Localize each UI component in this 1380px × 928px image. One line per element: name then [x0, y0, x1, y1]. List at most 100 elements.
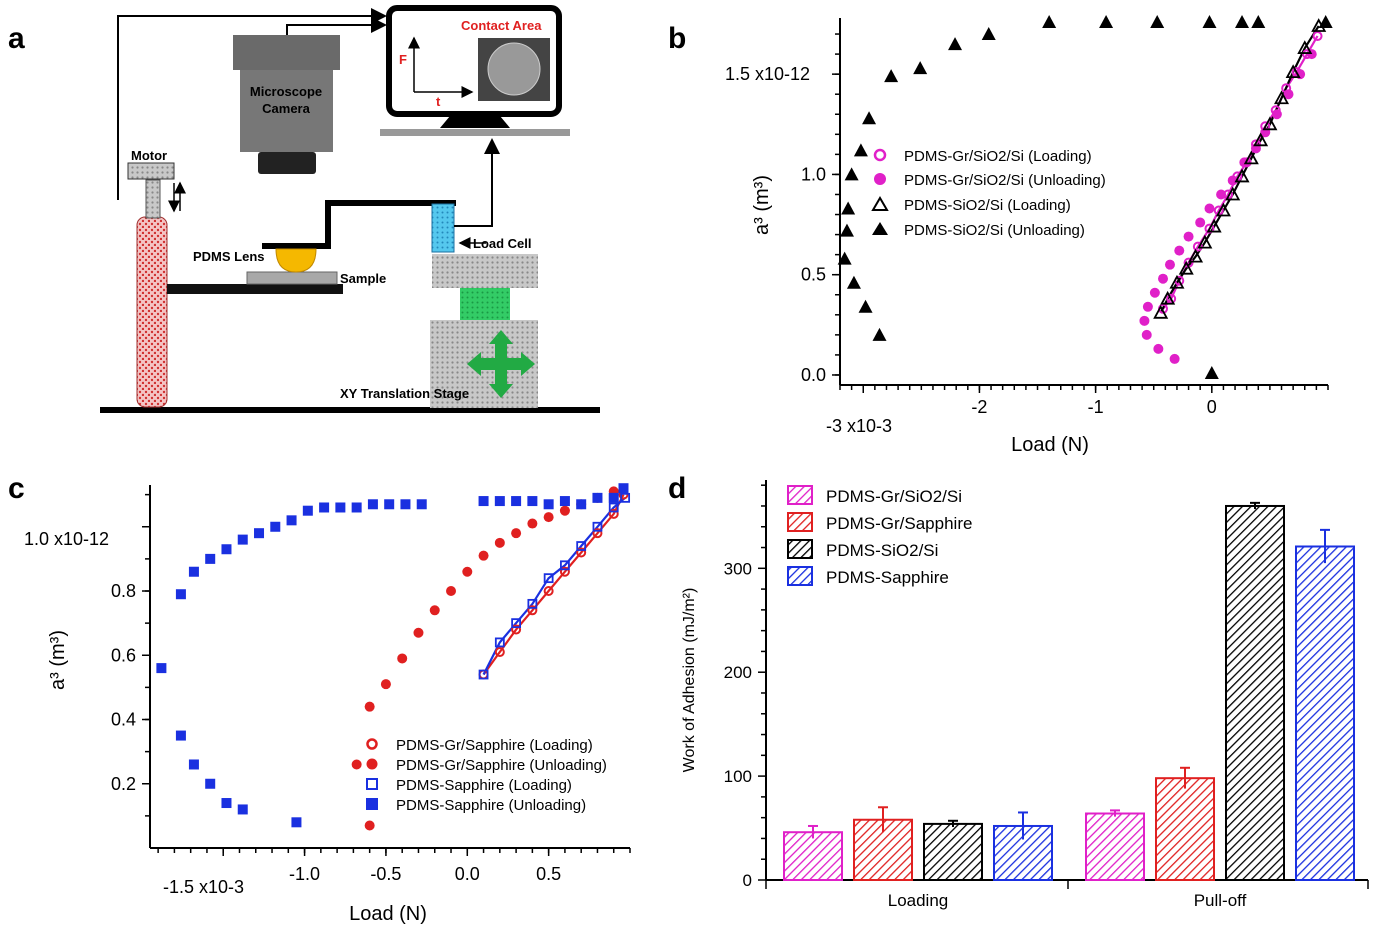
y-tick-label: 200: [724, 663, 752, 682]
data-point-s3-13: [981, 27, 996, 41]
bar-1-1: [1155, 777, 1215, 882]
data-point-s3-12: [948, 37, 963, 51]
data-point-s2-4: [543, 573, 554, 584]
x-tick-label: 0.5: [536, 864, 561, 884]
data-point-s1-9: [478, 550, 489, 561]
chart-c-ylabel: a³ (m³): [47, 630, 69, 690]
data-point-s1-12: [527, 518, 538, 529]
legend-b-marker-2: [874, 173, 886, 185]
data-point-s3-32: [618, 483, 629, 494]
cross-arrows-icon: [467, 330, 535, 398]
fit-line: [482, 494, 625, 676]
y-tick-label: 0.6: [111, 645, 136, 665]
legend-d-swatch-3: [787, 539, 813, 559]
stage-middle-block: [460, 288, 510, 320]
data-point-s2-3: [1178, 260, 1194, 275]
data-point-s2-0: [1153, 304, 1169, 319]
data-point-s3-3: [846, 275, 861, 289]
bar-0-0: [783, 831, 843, 881]
camera-top: [233, 35, 340, 70]
legend-b-text-3: PDMS-SiO2/Si (Loading): [904, 197, 1071, 214]
data-point-s2-9: [620, 492, 631, 503]
data-point-s2-9: [1234, 168, 1250, 183]
legend-b-text-2: PDMS-Gr/SiO2/Si (Unloading): [904, 172, 1106, 189]
data-point-s3-30: [592, 492, 603, 503]
data-point-s0-1: [1166, 293, 1177, 304]
legend-d-text-3: PDMS-SiO2/Si: [826, 541, 938, 560]
data-point-s3-15: [1099, 15, 1114, 29]
data-point-s3-11: [913, 61, 928, 75]
data-point-s1-6: [429, 605, 440, 616]
data-point-s3-23: [478, 496, 489, 507]
data-point-s3-8: [188, 566, 199, 577]
y-tick-label: 0.8: [111, 581, 136, 601]
data-point-s3-18: [351, 502, 362, 513]
y-tick-label: 0.4: [111, 710, 136, 730]
data-point-s1-3: [380, 679, 391, 690]
panel-label-b: b: [668, 22, 686, 55]
data-point-s1-10: [1195, 217, 1206, 228]
legend-d-text-1: PDMS-Gr/SiO2/Si: [826, 487, 962, 506]
panel-label-a: a: [8, 22, 25, 55]
legend-c-marker-2: [366, 758, 378, 770]
legend-b-marker-4: [872, 222, 888, 235]
data-point-s3-25: [511, 496, 522, 507]
panel-b-chart: b -2 -1 0 0.0 0.5 1.0 PDMS-Gr/SiO2/Si (Loadin…: [668, 15, 1333, 456]
data-point-s1-18: [1283, 89, 1294, 100]
camera-body: [240, 70, 333, 152]
data-point-s0-1: [494, 647, 505, 658]
camera-lens: [258, 152, 316, 174]
data-point-s3-7: [844, 167, 859, 181]
motor-wire: [117, 8, 387, 200]
chart-b-plot: -2 -1 0 0.0 0.5 1.0: [801, 15, 1333, 417]
data-point-s3-27: [543, 499, 554, 510]
data-point-s2-5: [1197, 234, 1213, 249]
chart-c-x-multiplier: -1.5 x10-3: [163, 877, 244, 897]
stage-top-block: [432, 254, 538, 288]
bar-1-3: [1295, 545, 1355, 882]
data-point-s3-19: [367, 499, 378, 510]
data-point-s3-26: [527, 496, 538, 507]
data-point-s2-6: [1206, 218, 1222, 233]
data-point-s0-4: [1192, 241, 1203, 252]
legend-b-marker-3: [871, 196, 889, 211]
data-point-s3-4: [837, 251, 852, 265]
data-point-s1-13: [1227, 175, 1238, 186]
data-point-s3-16: [319, 502, 330, 513]
data-point-s3-0: [291, 817, 302, 828]
data-point-s2-4: [1188, 248, 1204, 263]
lens-holder-arm: [262, 200, 456, 249]
data-point-s3-11: [237, 534, 248, 545]
chart-b-legend: PDMS-Gr/SiO2/Si (Loading) PDMS-Gr/SiO2/S…: [871, 148, 1106, 239]
pdms-lens-shape: [275, 248, 317, 273]
data-point-s3-9: [862, 111, 877, 125]
data-point-s3-28: [559, 496, 570, 507]
chart-c-plot: -1.0 -0.5 0.0 0.5 0.2 0.4 0.6 0.8: [111, 483, 631, 884]
y-tick-label: 1.0: [801, 164, 826, 184]
legend-c-marker-1: [366, 738, 378, 750]
data-point-s1-12: [1216, 189, 1227, 200]
data-point-s2-11: [1253, 132, 1269, 147]
x-tick-label: -0.5: [370, 864, 401, 884]
bar-1-2: [1225, 504, 1285, 881]
chart-b-x-multiplier: -3 x10-3: [826, 416, 892, 436]
sample-label: Sample: [340, 271, 386, 286]
data-point-s1-2: [1141, 329, 1152, 340]
data-point-s2-3: [527, 598, 538, 609]
data-point-s2-5: [560, 560, 570, 571]
data-point-s3-14: [286, 515, 297, 526]
data-point-s1-1: [351, 759, 362, 770]
pdms-lens-label: PDMS Lens: [193, 249, 265, 264]
motor-column: [136, 216, 168, 408]
f-label: F: [399, 52, 407, 67]
data-point-s2-6: [576, 541, 587, 551]
legend-c-marker-3: [366, 778, 378, 790]
data-point-s3-1: [237, 804, 248, 815]
data-point-s0-8: [608, 508, 619, 519]
motor-head: [127, 162, 175, 180]
data-point-s3-16: [1150, 15, 1165, 29]
data-point-s1-3: [1139, 315, 1150, 326]
motor-label: Motor: [131, 148, 167, 163]
data-point-s2-7: [592, 521, 603, 532]
